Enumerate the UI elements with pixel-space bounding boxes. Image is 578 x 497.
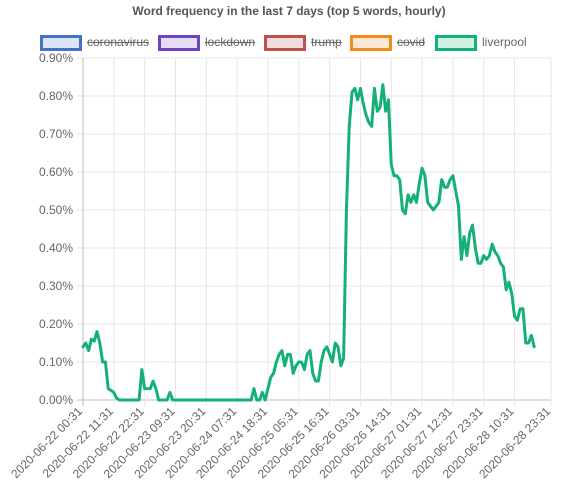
legend-swatch-liverpool (435, 35, 477, 51)
y-tick-label: 0.20% (39, 317, 73, 331)
legend-label-coronavirus: coronavirus (87, 35, 150, 49)
legend-swatch-trump (264, 35, 306, 51)
legend-label-liverpool: liverpool (482, 35, 527, 49)
y-tick-label: 0.90% (39, 51, 73, 65)
y-tick-label: 0.50% (39, 203, 73, 217)
y-tick-label: 0.40% (39, 241, 73, 255)
legend-label-lockdown: lockdown (205, 35, 256, 49)
y-tick-label: 0.60% (39, 165, 73, 179)
y-tick-label: 0.80% (39, 89, 73, 103)
legend-swatch-lockdown (158, 35, 200, 51)
legend-swatch-covid (350, 35, 392, 51)
legend-label-trump: trump (311, 35, 342, 49)
legend-label-covid: covid (397, 35, 426, 49)
legend-swatch-coronavirus (40, 35, 82, 51)
y-tick-label: 0.00% (39, 393, 73, 407)
series-line-liverpool (81, 83, 536, 402)
y-tick-label: 0.70% (39, 127, 73, 141)
legend: coronavirus lockdown trump covid liverpo… (0, 34, 578, 52)
chart-title: Word frequency in the last 7 days (top 5… (132, 4, 446, 18)
y-tick-label: 0.10% (39, 355, 73, 369)
y-tick-label: 0.30% (39, 279, 73, 293)
